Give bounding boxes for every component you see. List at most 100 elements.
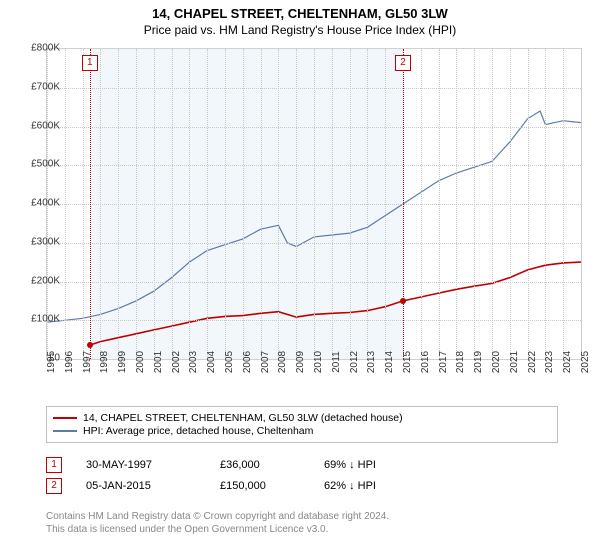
legend-item: 14, CHAPEL STREET, CHELTENHAM, GL50 3LW … bbox=[53, 412, 551, 424]
x-axis-label: 2012 bbox=[349, 351, 360, 373]
gridline-v bbox=[118, 49, 119, 359]
legend-swatch bbox=[53, 430, 77, 432]
x-axis-label: 1998 bbox=[99, 351, 110, 373]
x-axis-label: 1995 bbox=[46, 351, 57, 373]
gridline-v bbox=[545, 49, 546, 359]
series-price_paid bbox=[90, 262, 581, 345]
gridline-v bbox=[278, 49, 279, 359]
x-axis-label: 2021 bbox=[509, 351, 520, 373]
gridline-v bbox=[367, 49, 368, 359]
x-axis-label: 2017 bbox=[438, 351, 449, 373]
marker-line-1 bbox=[90, 49, 91, 359]
note-date: 05-JAN-2015 bbox=[86, 480, 196, 492]
data-point bbox=[87, 342, 93, 348]
note-date: 30-MAY-1997 bbox=[86, 459, 196, 471]
gridline-v bbox=[225, 49, 226, 359]
gridline-v bbox=[510, 49, 511, 359]
x-axis-label: 1999 bbox=[117, 351, 128, 373]
legend-label: 14, CHAPEL STREET, CHELTENHAM, GL50 3LW … bbox=[83, 412, 403, 424]
plot-area: 12 bbox=[46, 48, 582, 360]
y-axis-label: £400K bbox=[16, 198, 60, 209]
x-axis-label: 2019 bbox=[473, 351, 484, 373]
x-axis-label: 2024 bbox=[562, 351, 573, 373]
x-axis-label: 2023 bbox=[544, 351, 555, 373]
marker-line-2 bbox=[403, 49, 404, 359]
x-axis-label: 2016 bbox=[420, 351, 431, 373]
x-axis-label: 2011 bbox=[331, 351, 342, 373]
note-row-1: 1 30-MAY-1997 £36,000 69% ↓ HPI bbox=[46, 457, 566, 473]
y-axis-label: £800K bbox=[16, 43, 60, 54]
y-axis-label: £300K bbox=[16, 236, 60, 247]
note-row-2: 2 05-JAN-2015 £150,000 62% ↓ HPI bbox=[46, 478, 566, 494]
gridline-v bbox=[439, 49, 440, 359]
x-axis-label: 2000 bbox=[135, 351, 146, 373]
y-axis-label: £600K bbox=[16, 120, 60, 131]
note-price: £150,000 bbox=[220, 480, 300, 492]
note-marker: 2 bbox=[46, 478, 62, 494]
gridline-v bbox=[207, 49, 208, 359]
x-axis-label: 1996 bbox=[64, 351, 75, 373]
x-axis-label: 2005 bbox=[224, 351, 235, 373]
transaction-notes: 1 30-MAY-1997 £36,000 69% ↓ HPI 2 05-JAN-2015… bbox=[46, 452, 566, 499]
gridline-v bbox=[563, 49, 564, 359]
x-axis-label: 2025 bbox=[580, 351, 591, 373]
gridline-v bbox=[456, 49, 457, 359]
legend-label: HPI: Average price, detached house, Chel… bbox=[83, 425, 313, 437]
chart-container: 14, CHAPEL STREET, CHELTENHAM, GL50 3LW … bbox=[0, 0, 600, 560]
legend-swatch bbox=[53, 417, 77, 419]
marker-box-1: 1 bbox=[82, 55, 98, 71]
gridline-v bbox=[314, 49, 315, 359]
gridline-v bbox=[261, 49, 262, 359]
x-axis-label: 2009 bbox=[295, 351, 306, 373]
note-delta: 69% ↓ HPI bbox=[324, 459, 376, 471]
gridline-v bbox=[350, 49, 351, 359]
note-delta: 62% ↓ HPI bbox=[324, 480, 376, 492]
footer-line1: Contains HM Land Registry data © Crown c… bbox=[46, 510, 566, 523]
chart-title: 14, CHAPEL STREET, CHELTENHAM, GL50 3LW bbox=[0, 6, 600, 21]
x-axis-label: 2007 bbox=[260, 351, 271, 373]
x-axis-label: 2002 bbox=[171, 351, 182, 373]
legend: 14, CHAPEL STREET, CHELTENHAM, GL50 3LW … bbox=[46, 406, 558, 443]
y-axis-label: £200K bbox=[16, 275, 60, 286]
gridline-v bbox=[83, 49, 84, 359]
x-axis-label: 1997 bbox=[82, 351, 93, 373]
gridline-v bbox=[154, 49, 155, 359]
y-axis-label: £100K bbox=[16, 314, 60, 325]
x-axis-label: 2015 bbox=[402, 351, 413, 373]
x-axis-label: 2018 bbox=[455, 351, 466, 373]
gridline-v bbox=[474, 49, 475, 359]
gridline-v bbox=[136, 49, 137, 359]
legend-item: HPI: Average price, detached house, Chel… bbox=[53, 425, 551, 437]
note-price: £36,000 bbox=[220, 459, 300, 471]
x-axis-label: 2003 bbox=[188, 351, 199, 373]
y-axis-label: £700K bbox=[16, 81, 60, 92]
gridline-v bbox=[421, 49, 422, 359]
x-axis-label: 2001 bbox=[153, 351, 164, 373]
gridline-v bbox=[492, 49, 493, 359]
chart-subtitle: Price paid vs. HM Land Registry's House … bbox=[0, 23, 600, 37]
x-axis-label: 2008 bbox=[277, 351, 288, 373]
x-axis-label: 2004 bbox=[206, 351, 217, 373]
footer-line2: This data is licensed under the Open Gov… bbox=[46, 523, 566, 536]
gridline-v bbox=[172, 49, 173, 359]
footer-attribution: Contains HM Land Registry data © Crown c… bbox=[46, 510, 566, 536]
gridline-v bbox=[243, 49, 244, 359]
x-axis-label: 2014 bbox=[384, 351, 395, 373]
gridline-v bbox=[528, 49, 529, 359]
gridline-v bbox=[296, 49, 297, 359]
x-axis-label: 2020 bbox=[491, 351, 502, 373]
x-axis-label: 2010 bbox=[313, 351, 324, 373]
marker-box-2: 2 bbox=[395, 55, 411, 71]
x-axis-label: 2013 bbox=[366, 351, 377, 373]
gridline-v bbox=[332, 49, 333, 359]
x-axis-label: 2006 bbox=[242, 351, 253, 373]
gridline-v bbox=[385, 49, 386, 359]
y-axis-label: £500K bbox=[16, 159, 60, 170]
note-marker: 1 bbox=[46, 457, 62, 473]
data-point bbox=[400, 298, 406, 304]
gridline-v bbox=[189, 49, 190, 359]
x-axis-label: 2022 bbox=[527, 351, 538, 373]
gridline-v bbox=[65, 49, 66, 359]
gridline-v bbox=[100, 49, 101, 359]
gridline-v bbox=[581, 49, 582, 359]
